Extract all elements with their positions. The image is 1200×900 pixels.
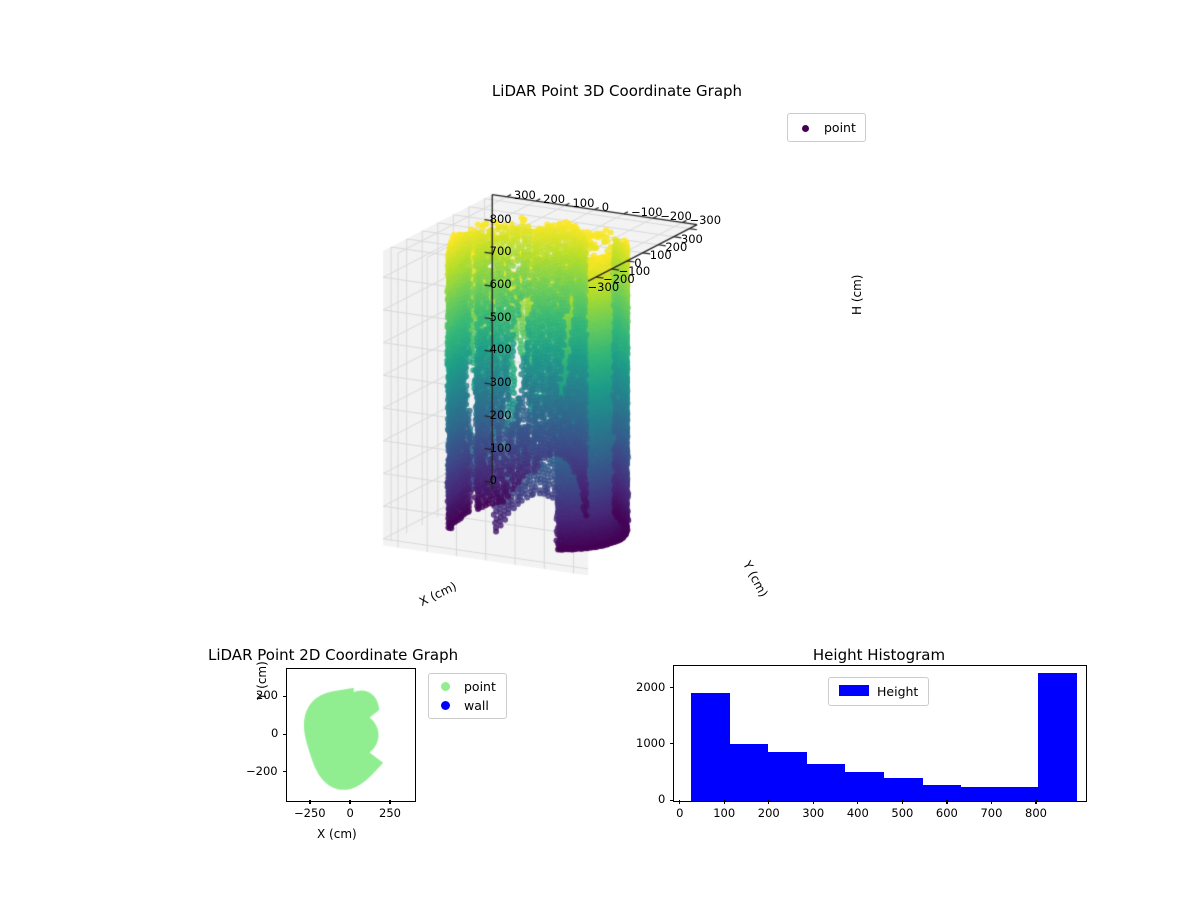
point-marker-icon: [792, 120, 818, 135]
plot2d-xtick-2: 250: [379, 806, 401, 820]
point-marker-icon: [432, 679, 458, 694]
z-tick-7: 700: [490, 244, 512, 258]
plot3d-legend[interactable]: point: [787, 113, 866, 142]
plot2d-legend[interactable]: point wall: [428, 673, 507, 719]
hist-x-tickmark-4: [857, 800, 858, 804]
histogram-legend[interactable]: Height: [828, 677, 929, 706]
x-tick-3: 0: [634, 256, 641, 270]
legend-item-point: point: [432, 677, 496, 696]
plot2d-axes: [286, 668, 416, 802]
z-tick-4: 400: [490, 342, 512, 356]
histogram-ytick-2: 2000: [636, 680, 665, 694]
height-bar-icon: [833, 684, 871, 699]
plot2d-ytick-0: 200: [256, 688, 278, 702]
z-tick-0: 0: [490, 473, 497, 487]
hist-x-tickmark-8: [1035, 800, 1036, 804]
plot3d-zlabel: H (cm): [850, 275, 864, 316]
hist-x-tickmark-0: [679, 800, 680, 804]
plot3d-title: LiDAR Point 3D Coordinate Graph: [0, 82, 1200, 100]
plot2d-xtick-0: −250: [294, 806, 326, 820]
x-tick-6: 300: [681, 232, 703, 246]
histogram-xtick-5: 500: [891, 806, 913, 820]
y-tick-3: 0: [602, 200, 609, 214]
plot2d-xtick-1: 0: [347, 806, 354, 820]
footprint-canvas: [287, 669, 415, 801]
x-tickmark-1: [349, 800, 350, 804]
legend-item-point: point: [792, 118, 856, 137]
histogram-title: Height Histogram: [673, 646, 1085, 664]
histogram-xtick-8: 800: [1025, 806, 1047, 820]
histogram-xtick-3: 300: [802, 806, 824, 820]
plot2d-title: LiDAR Point 2D Coordinate Graph: [208, 646, 458, 664]
legend-label: Height: [871, 684, 918, 699]
hist-x-tickmark-5: [902, 800, 903, 804]
hist-y-tickmark-2: [670, 687, 674, 688]
legend-item-wall: wall: [432, 696, 496, 715]
histogram-xtick-0: 0: [676, 806, 683, 820]
plot2d-xlabel: X (cm): [317, 827, 357, 841]
histogram-bar-4: [845, 772, 883, 801]
legend-label: point: [458, 679, 496, 694]
figure-canvas: LiDAR Point 3D Coordinate Graph −300 −200…: [0, 0, 1200, 900]
histogram-ytick-1: 1000: [636, 736, 665, 750]
y-tick-0: 300: [514, 188, 536, 202]
plot2d-ytick-2: −200: [246, 764, 278, 778]
histogram-bar-9: [1038, 673, 1077, 801]
hist-x-tickmark-7: [991, 800, 992, 804]
y-tickmark-0: [283, 696, 287, 697]
y-tickmark-2: [283, 771, 287, 772]
plot3d-axes: −300 −200 −100 0 100 200 300 300 200 100 0 −100 −200…: [230, 110, 890, 660]
histogram-bar-6: [923, 785, 962, 801]
histogram-xtick-4: 400: [847, 806, 869, 820]
y-tick-2: 100: [572, 196, 594, 210]
hist-y-tickmark-1: [670, 743, 674, 744]
y-tickmark-1: [283, 734, 287, 735]
legend-label: wall: [458, 698, 489, 713]
z-tick-5: 500: [490, 310, 512, 324]
y-tick-4: −100: [631, 205, 663, 219]
z-tick-8: 800: [490, 212, 512, 226]
hist-y-tickmark-0: [670, 800, 674, 801]
hist-x-tickmark-3: [813, 800, 814, 804]
histogram-bar-2: [768, 752, 807, 801]
histogram-xtick-1: 100: [713, 806, 735, 820]
histogram-xtick-2: 200: [758, 806, 780, 820]
z-tick-3: 300: [490, 375, 512, 389]
z-tick-2: 200: [490, 408, 512, 422]
z-tick-6: 600: [490, 277, 512, 291]
z-tick-1: 100: [490, 441, 512, 455]
histogram-bar-0: [691, 693, 730, 801]
hist-x-tickmark-1: [724, 800, 725, 804]
histogram-bar-5: [884, 778, 923, 801]
y-tick-5: −200: [660, 209, 692, 223]
histogram-bar-1: [730, 744, 768, 801]
histogram-bar-3: [807, 764, 846, 801]
y-tick-1: 200: [543, 192, 565, 206]
histogram-ytick-0: 0: [658, 792, 665, 806]
x-tickmark-0: [309, 800, 310, 804]
legend-item-height: Height: [833, 682, 918, 701]
hist-x-tickmark-6: [946, 800, 947, 804]
x-tickmark-2: [389, 800, 390, 804]
histogram-xtick-7: 700: [980, 806, 1002, 820]
y-tick-6: −300: [689, 213, 721, 227]
hist-x-tickmark-2: [768, 800, 769, 804]
histogram-xtick-6: 600: [936, 806, 958, 820]
wall-marker-icon: [432, 698, 458, 713]
histogram-bar-8: [1000, 787, 1039, 801]
histogram-bar-7: [961, 787, 999, 801]
legend-label: point: [818, 120, 856, 135]
plot2d-ytick-1: 0: [271, 726, 278, 740]
